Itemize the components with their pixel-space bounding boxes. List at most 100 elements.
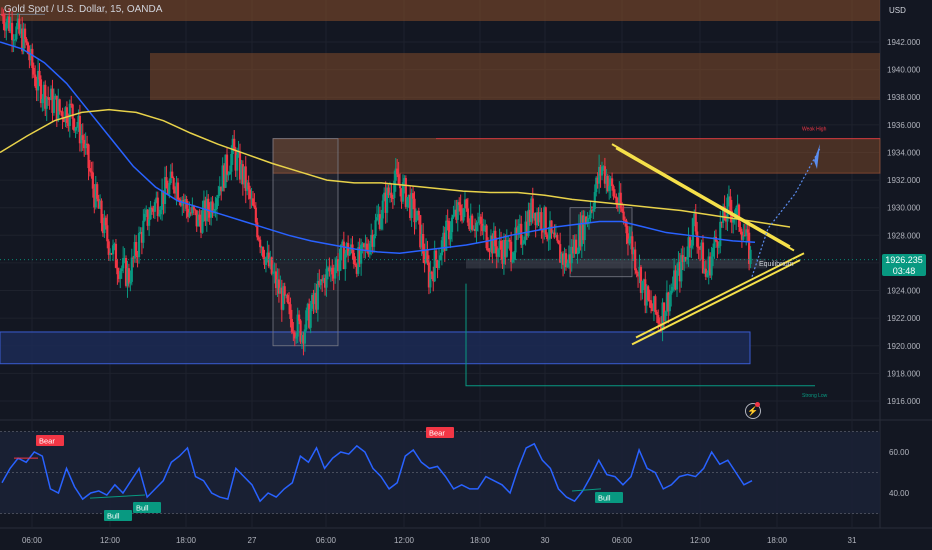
candle-body — [720, 221, 723, 223]
candle-body — [508, 239, 511, 242]
candle-body — [422, 234, 425, 254]
candle-body — [57, 99, 60, 121]
candle-body — [113, 243, 116, 246]
candle-body — [626, 233, 630, 244]
candle-body — [612, 186, 615, 197]
candle-body — [393, 180, 396, 199]
candle-body — [306, 303, 309, 311]
candle-body — [235, 154, 239, 171]
candle-body — [543, 207, 546, 233]
candle-body — [616, 204, 619, 208]
candle-body — [169, 171, 172, 184]
candle-body — [96, 184, 99, 199]
symbol-title[interactable]: Gold Spot / U.S. Dollar, 15, OANDA — [4, 4, 163, 15]
bear-badge: Bear — [429, 429, 445, 438]
upper-trendline — [615, 147, 795, 252]
candle-body — [717, 246, 720, 248]
candle-body — [688, 237, 692, 248]
candle-body — [426, 250, 429, 263]
candle-body — [74, 127, 77, 131]
candle-body — [580, 215, 583, 247]
candle-body — [636, 273, 640, 277]
candles — [0, 7, 752, 356]
candle-body — [224, 154, 227, 188]
candle-body — [195, 210, 198, 227]
candle-body — [671, 286, 674, 291]
candle-body — [289, 304, 292, 320]
candle-body — [511, 259, 514, 263]
candle-body — [120, 268, 123, 272]
candle-body — [641, 281, 644, 293]
alert-icon[interactable]: ⚡ — [745, 403, 761, 419]
candle-body — [492, 230, 495, 254]
candle-body — [263, 257, 266, 265]
candle-body — [103, 217, 106, 234]
candle-body — [52, 99, 56, 113]
candle-body — [406, 197, 409, 207]
candle-body — [385, 187, 389, 213]
candle-body — [110, 253, 113, 255]
candle-body — [719, 221, 722, 247]
candle-body — [443, 232, 446, 251]
candle-body — [186, 208, 190, 217]
candle-body — [380, 218, 383, 229]
candle-body — [401, 182, 405, 202]
candle-body — [75, 126, 79, 128]
candle-body — [638, 266, 641, 277]
candle-body — [482, 225, 485, 232]
supply-zone — [0, 0, 880, 21]
candle-body — [71, 104, 74, 119]
candle-body — [518, 223, 521, 226]
candle-body — [70, 103, 73, 105]
candle-body — [685, 257, 689, 260]
candle-body — [0, 14, 4, 16]
candle-body — [521, 243, 524, 245]
candle-body — [466, 208, 469, 223]
candle-body — [318, 280, 321, 286]
candle-body — [553, 232, 556, 238]
candle-body — [693, 213, 696, 219]
candle-body — [484, 225, 487, 227]
candle-body — [28, 53, 31, 61]
candle-body — [701, 242, 705, 274]
candle-body — [502, 240, 506, 264]
price-tick-label: 1932.000 — [887, 176, 921, 185]
candle-body — [472, 229, 475, 231]
candle-body — [458, 202, 461, 205]
candle-body — [93, 188, 96, 208]
candle-body — [303, 329, 306, 344]
candle-body — [3, 23, 6, 31]
price-tick-label: 1942.000 — [887, 38, 921, 47]
candle-body — [168, 183, 171, 195]
candle-body — [163, 177, 167, 204]
candle-body — [602, 166, 605, 168]
candle-body — [691, 218, 694, 246]
time-tick-label: 18:00 — [470, 536, 491, 545]
candle-body — [435, 250, 438, 261]
time-tick-label: 06:00 — [22, 536, 43, 545]
candle-body — [722, 206, 725, 223]
time-tick-label: 27 — [248, 536, 257, 545]
candle-body — [310, 295, 314, 309]
candle-body — [276, 279, 279, 289]
candle-body — [394, 168, 397, 181]
candle-body — [153, 202, 156, 212]
time-tick-label: 18:00 — [176, 536, 197, 545]
candle-body — [445, 220, 448, 251]
candle-body — [145, 209, 148, 214]
candle-body — [146, 209, 149, 226]
candle-body — [579, 224, 582, 247]
candle-body — [328, 267, 331, 272]
lower-trendline — [631, 259, 801, 346]
candle-body — [556, 234, 559, 241]
candle-body — [137, 233, 141, 258]
bull-badge: Bull — [136, 504, 149, 513]
candle-body — [21, 28, 24, 52]
candle-body — [217, 194, 220, 199]
candle-body — [730, 210, 733, 223]
candle-body — [696, 231, 699, 247]
rsi-line — [1, 442, 753, 503]
candle-body — [295, 336, 298, 339]
